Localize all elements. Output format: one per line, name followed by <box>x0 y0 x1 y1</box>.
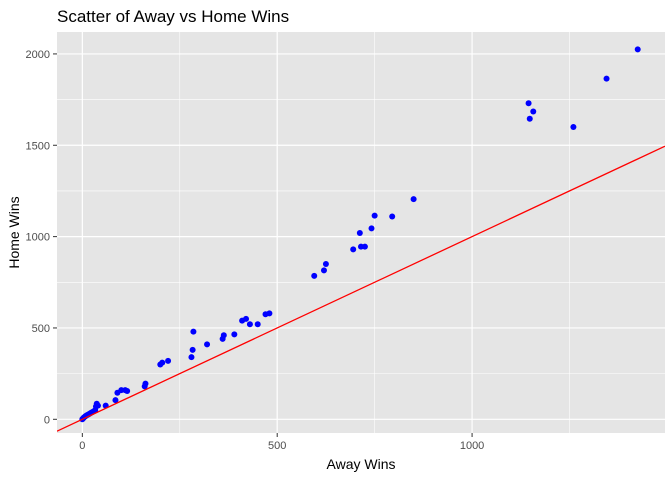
data-point <box>311 272 318 279</box>
data-point <box>94 402 101 409</box>
data-point <box>204 341 211 348</box>
data-point <box>231 331 238 338</box>
data-point <box>220 332 227 339</box>
data-points <box>79 46 641 423</box>
data-point <box>368 225 375 232</box>
data-point <box>320 267 327 274</box>
minor-gridlines <box>57 32 665 433</box>
data-point <box>322 261 329 268</box>
data-point <box>142 380 149 387</box>
data-point <box>190 328 197 335</box>
data-point <box>266 310 273 317</box>
y-axis-ticks: 0 500 1000 1500 2000 <box>26 49 57 426</box>
y-tick-label: 500 <box>32 323 50 335</box>
data-point <box>243 315 250 322</box>
y-axis-title: Home Wins <box>6 196 22 268</box>
y-tick-label: 1000 <box>26 232 50 244</box>
data-point <box>124 387 131 394</box>
data-point <box>189 346 196 353</box>
data-point <box>410 196 417 203</box>
data-point <box>188 354 195 361</box>
y-tick-label: 1500 <box>26 140 50 152</box>
data-point <box>525 100 532 107</box>
x-axis-ticks: 0 500 1000 <box>79 433 484 452</box>
y-tick-label: 0 <box>44 414 50 426</box>
data-point <box>159 359 166 366</box>
data-point <box>603 75 610 82</box>
data-point <box>634 46 641 53</box>
data-point <box>246 321 253 328</box>
data-point <box>389 213 396 220</box>
chart-title: Scatter of Away vs Home Wins <box>57 7 289 26</box>
data-point <box>350 246 357 253</box>
data-point <box>570 123 577 130</box>
data-point <box>112 397 119 404</box>
data-point <box>371 212 378 219</box>
data-point <box>165 357 172 364</box>
reference-line <box>57 145 665 432</box>
data-point <box>356 229 363 236</box>
major-gridlines <box>57 32 665 433</box>
y-tick-label: 2000 <box>26 49 50 61</box>
data-point <box>526 115 533 122</box>
x-tick-label: 500 <box>268 440 286 452</box>
x-tick-label: 0 <box>79 440 85 452</box>
data-point <box>361 243 368 250</box>
x-axis-title: Away Wins <box>327 456 396 472</box>
data-point <box>254 321 261 328</box>
data-point <box>530 108 537 115</box>
x-tick-label: 1000 <box>460 440 484 452</box>
